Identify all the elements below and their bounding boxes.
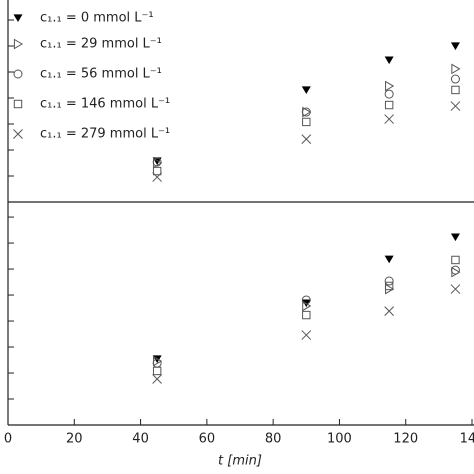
marker xyxy=(302,117,311,127)
marker xyxy=(384,100,394,110)
x-tick-label: 40 xyxy=(132,432,149,447)
legend-label: c₁.₁ = 146 mmol L⁻¹ xyxy=(40,97,170,112)
legend-label: c₁.₁ = 56 mmol L⁻¹ xyxy=(40,67,162,82)
legend-marker xyxy=(13,129,23,139)
marker xyxy=(384,56,394,65)
marker xyxy=(450,42,460,51)
marker xyxy=(152,157,162,167)
marker xyxy=(385,80,395,92)
x-axis-label: t [min] xyxy=(218,454,262,469)
marker xyxy=(384,89,394,99)
marker xyxy=(450,101,461,111)
marker xyxy=(384,255,394,264)
legend-marker xyxy=(13,99,23,109)
marker xyxy=(384,306,395,317)
marker xyxy=(384,276,394,286)
legend-marker xyxy=(13,38,24,50)
x-tick-label: 20 xyxy=(66,432,83,447)
marker xyxy=(301,295,311,305)
x-tick-label: 80 xyxy=(265,432,282,447)
marker xyxy=(384,281,394,291)
marker xyxy=(152,374,163,384)
legend-label: c₁.₁ = 29 mmol L⁻¹ xyxy=(40,37,162,52)
marker xyxy=(152,166,162,176)
marker xyxy=(451,255,460,265)
marker xyxy=(450,265,460,275)
x-tick-label: 140 xyxy=(460,432,474,447)
legend-marker xyxy=(13,69,23,79)
marker xyxy=(385,283,395,295)
marker xyxy=(301,86,311,95)
marker xyxy=(384,114,395,124)
marker xyxy=(450,284,461,294)
marker xyxy=(302,310,311,320)
x-tick-label: 100 xyxy=(327,432,352,447)
x-tick-label: 120 xyxy=(393,432,418,447)
marker xyxy=(152,366,162,376)
marker xyxy=(451,63,461,75)
marker xyxy=(301,134,312,144)
marker xyxy=(301,107,311,117)
marker xyxy=(450,74,460,84)
marker xyxy=(152,172,163,182)
legend-marker xyxy=(13,14,23,23)
marker xyxy=(301,330,312,340)
legend-label: c₁.₁ = 279 mmol L⁻¹ xyxy=(40,127,170,142)
x-tick-label: 0 xyxy=(4,432,12,447)
legend-label: c₁.₁ = 0 mmol L⁻¹ xyxy=(40,11,154,26)
marker xyxy=(451,85,460,95)
x-tick-label: 60 xyxy=(199,432,216,447)
marker xyxy=(450,233,460,242)
